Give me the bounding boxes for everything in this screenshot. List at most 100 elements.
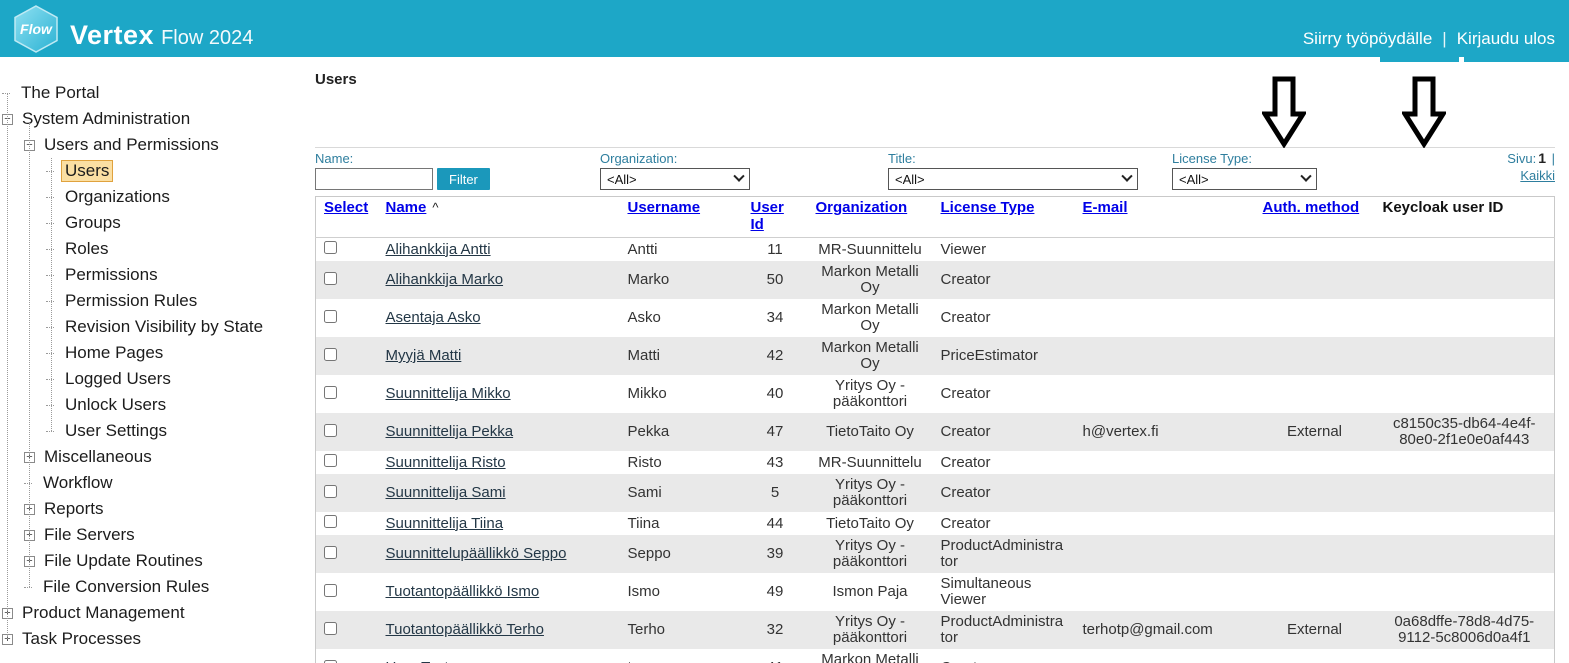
tree-item[interactable]: Roles <box>0 236 313 262</box>
user-name-link[interactable]: Tuotantopäällikkö Terho <box>385 621 544 638</box>
user-name-link[interactable]: Suunnittelija Tiina <box>385 514 504 532</box>
row-select-checkbox[interactable] <box>324 515 337 528</box>
row-select-checkbox[interactable] <box>324 309 337 323</box>
tree-guide-line <box>51 158 52 431</box>
tree-item[interactable]: File Servers <box>0 522 313 548</box>
auth-method-cell <box>1255 261 1375 299</box>
organization-cell: MR-Suunnittelu <box>818 240 922 258</box>
username-cell: t <box>620 649 743 663</box>
tree-item[interactable]: Users and Permissions <box>0 132 313 158</box>
col-header-name[interactable]: Name <box>385 199 427 216</box>
col-header-username[interactable]: Username <box>627 199 701 216</box>
filter-button[interactable]: Filter <box>437 168 490 190</box>
header-tab-indicator <box>1380 57 1459 62</box>
organization-cell: TietoTaito Oy <box>826 514 914 532</box>
tree-item-label: File Servers <box>44 525 135 544</box>
tree-expander-icon[interactable] <box>46 170 54 172</box>
tree-item[interactable]: Workflow <box>0 470 313 496</box>
license-type-cell: Creator <box>940 423 991 440</box>
tree-expander-icon[interactable] <box>46 326 54 328</box>
chevron-down-icon <box>733 170 745 182</box>
license-type-cell: Simultaneous Viewer <box>940 575 1032 608</box>
tree-item[interactable]: Revision Visibility by State <box>0 314 313 340</box>
tree-expander-icon[interactable] <box>46 352 54 354</box>
email-cell <box>1075 573 1255 611</box>
tree-item[interactable]: Permissions <box>0 262 313 288</box>
tree-expander-icon[interactable] <box>46 300 54 302</box>
row-select-checkbox[interactable] <box>324 271 337 285</box>
tree-expander-icon[interactable] <box>46 248 54 250</box>
tree-expander-icon[interactable] <box>2 92 10 94</box>
logout-link[interactable]: Kirjaudu ulos <box>1456 29 1555 48</box>
organization-filter-value: <All> <box>607 171 637 187</box>
header-tab-indicator <box>1464 57 1569 62</box>
row-select-checkbox[interactable] <box>324 621 337 635</box>
row-select-checkbox[interactable] <box>324 659 337 663</box>
go-to-desktop-link[interactable]: Siirry työpöydälle <box>1302 29 1433 48</box>
tree-item[interactable]: Users <box>0 158 313 184</box>
user-name-link[interactable]: User Test <box>386 659 449 663</box>
tree-expander-icon[interactable] <box>46 222 54 224</box>
row-select-checkbox[interactable] <box>324 484 337 498</box>
user-name-link[interactable]: Suunnittelija Mikko <box>385 385 511 402</box>
tree-expander-icon[interactable] <box>46 196 54 198</box>
tree-item-label: Workflow <box>43 473 113 492</box>
row-select-checkbox[interactable] <box>324 423 337 437</box>
row-select-checkbox[interactable] <box>324 241 337 254</box>
title-filter-select[interactable]: <All> <box>888 168 1138 190</box>
col-header-select[interactable]: Select <box>324 199 369 216</box>
tree-item-label: Reports <box>44 499 104 518</box>
tree-expander-icon[interactable] <box>46 378 54 380</box>
col-header-auth-method[interactable]: Auth. method <box>1262 199 1360 216</box>
tree-item[interactable]: Groups <box>0 210 313 236</box>
col-header-license-type[interactable]: License Type <box>940 199 1035 216</box>
user-name-link[interactable]: Suunnittelija Risto <box>385 453 506 471</box>
tree-item[interactable]: Reports <box>0 496 313 522</box>
organization-cell: Yritys Oy - pääkonttori <box>832 537 908 570</box>
tree-item[interactable]: Logged Users <box>0 366 313 392</box>
row-select-checkbox[interactable] <box>324 583 337 597</box>
tree-item[interactable]: File Conversion Rules <box>0 574 313 600</box>
tree-expander-icon[interactable] <box>24 482 32 484</box>
tree-expander-icon[interactable] <box>46 274 54 276</box>
username-cell: Antti <box>627 240 658 258</box>
tree-item[interactable]: Organizations <box>0 184 313 210</box>
user-name-link[interactable]: Alihankkija Antti <box>385 240 491 258</box>
tree-item[interactable]: User Settings <box>0 418 313 444</box>
name-filter-input[interactable] <box>315 168 433 190</box>
tree-item[interactable]: Unlock Users <box>0 392 313 418</box>
tree-expander-icon[interactable] <box>46 430 54 432</box>
col-header-organization[interactable]: Organization <box>815 199 908 216</box>
row-select-checkbox[interactable] <box>324 545 337 559</box>
row-select-checkbox[interactable] <box>324 385 337 399</box>
col-header-email[interactable]: E-mail <box>1082 199 1128 216</box>
auth-method-cell: External <box>1286 423 1343 440</box>
tree-item[interactable]: Permission Rules <box>0 288 313 314</box>
row-select-checkbox[interactable] <box>324 454 337 467</box>
tree-expander-icon[interactable] <box>24 586 32 588</box>
user-name-link[interactable]: Suunnittelija Sami <box>385 484 506 501</box>
tree-expander-icon[interactable] <box>46 404 54 406</box>
tree-item[interactable]: System Administration <box>0 106 313 132</box>
tree-item[interactable]: File Update Routines <box>0 548 313 574</box>
tree-item[interactable]: The Portal <box>0 80 313 106</box>
keycloak-user-id-cell <box>1375 299 1555 337</box>
tree-item[interactable]: Miscellaneous <box>0 444 313 470</box>
tree-item[interactable]: Task Processes <box>0 626 313 652</box>
row-select-checkbox[interactable] <box>324 347 337 361</box>
license-type-filter-select[interactable]: <All> <box>1172 168 1317 190</box>
user-name-link[interactable]: Alihankkija Marko <box>385 271 504 288</box>
show-all-link[interactable]: Kaikki <box>1520 168 1555 183</box>
organization-filter-select[interactable]: <All> <box>600 168 750 190</box>
user-name-link[interactable]: Myyjä Matti <box>385 347 462 364</box>
user-name-link[interactable]: Asentaja Asko <box>385 309 481 326</box>
tree-item-label: Groups <box>65 213 121 232</box>
user-name-link[interactable]: Suunnittelija Pekka <box>385 423 514 440</box>
tree-item[interactable]: Home Pages <box>0 340 313 366</box>
tree-item-label: Product Management <box>22 603 185 622</box>
user-name-link[interactable]: Suunnittelupäällikkö Seppo <box>385 545 567 562</box>
email-cell: terhotp@gmail.com <box>1082 621 1213 638</box>
tree-item[interactable]: Product Management <box>0 600 313 626</box>
col-header-user-id[interactable]: User Id <box>750 199 784 233</box>
user-name-link[interactable]: Tuotantopäällikkö Ismo <box>385 583 540 600</box>
